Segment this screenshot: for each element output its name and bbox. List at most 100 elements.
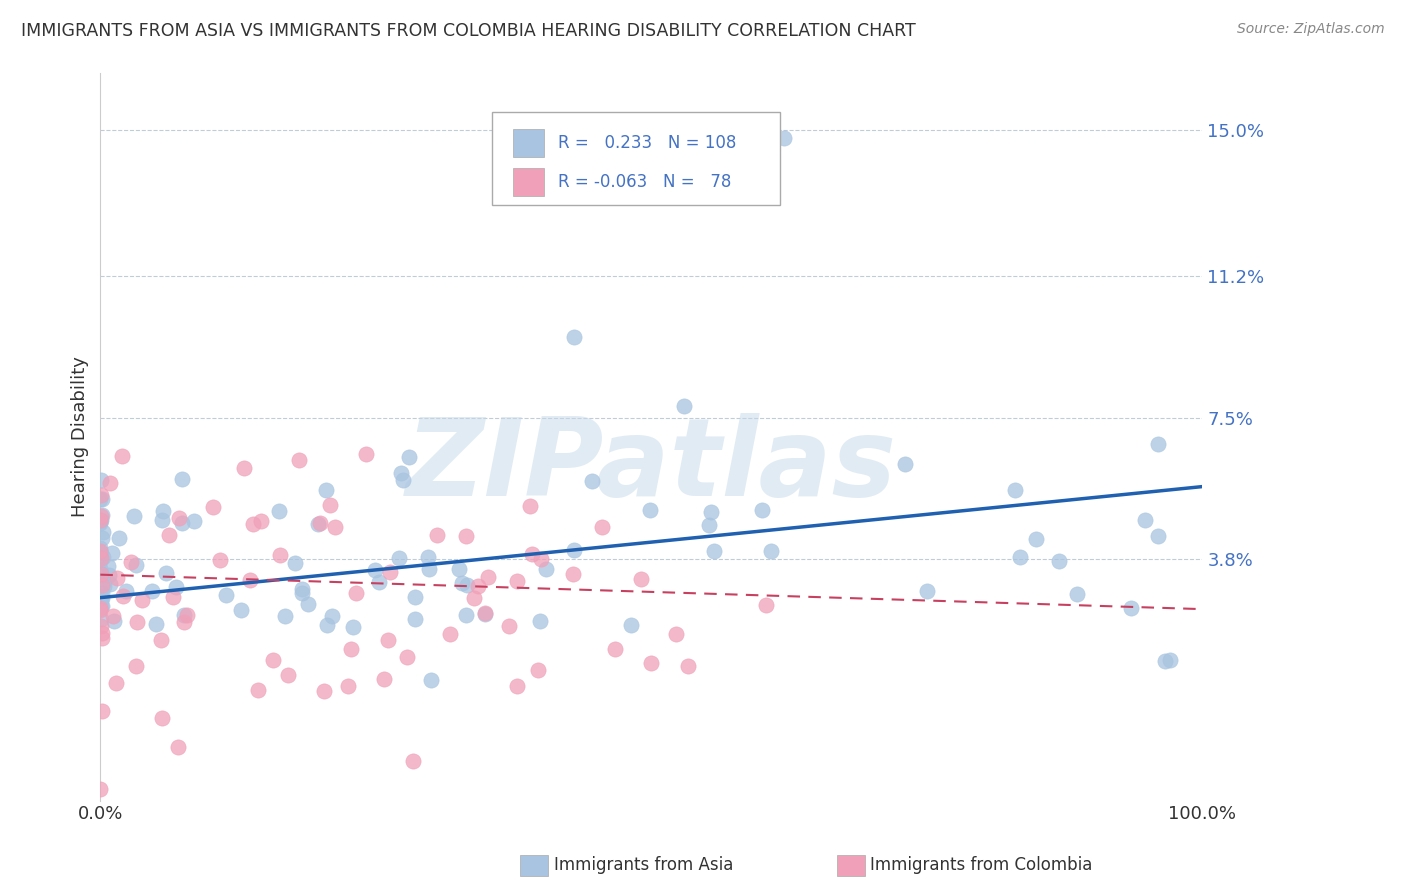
Point — [115, 584, 138, 599]
Point — [267, 504, 290, 518]
Point — [319, 498, 342, 512]
Point — [183, 515, 205, 529]
Point — [89, 514, 111, 528]
Point — [703, 544, 725, 558]
Point — [97, 558, 120, 573]
Point — [315, 483, 337, 497]
Point — [451, 576, 474, 591]
Point — [173, 615, 195, 629]
Point — [91, 591, 114, 606]
Point — [418, 562, 440, 576]
Point — [591, 520, 613, 534]
Point — [664, 627, 686, 641]
Point — [630, 573, 652, 587]
Point — [89, 554, 111, 568]
Point — [90, 704, 112, 718]
Point — [89, 603, 111, 617]
Point — [91, 549, 114, 564]
Point — [209, 553, 232, 567]
Point — [1008, 549, 1031, 564]
Point — [262, 653, 284, 667]
Point — [90, 492, 112, 507]
Point — [368, 575, 391, 590]
Point — [439, 627, 461, 641]
Point — [291, 586, 314, 600]
Point — [105, 571, 128, 585]
Point — [90, 512, 112, 526]
Point — [562, 543, 585, 558]
Point — [242, 516, 264, 531]
Point — [477, 570, 499, 584]
Point — [125, 615, 148, 629]
Text: R =   0.233   N = 108: R = 0.233 N = 108 — [558, 134, 737, 152]
Point — [519, 499, 541, 513]
Point — [101, 545, 124, 559]
Point — [98, 577, 121, 591]
Point — [167, 511, 190, 525]
Point — [751, 502, 773, 516]
Point — [90, 567, 112, 582]
Point — [90, 545, 112, 559]
Point — [426, 528, 449, 542]
Point — [155, 566, 177, 581]
Point — [101, 608, 124, 623]
Point — [527, 664, 550, 678]
Point — [894, 457, 917, 471]
Point — [342, 620, 364, 634]
Point — [454, 607, 477, 622]
Point — [456, 578, 478, 592]
Point — [915, 583, 938, 598]
Point — [605, 642, 627, 657]
Text: Immigrants from Asia: Immigrants from Asia — [554, 856, 734, 874]
Point — [640, 503, 662, 517]
Point — [103, 614, 125, 628]
Point — [89, 513, 111, 527]
Point — [89, 509, 111, 524]
Point — [89, 782, 111, 797]
Point — [215, 588, 238, 602]
Point — [91, 532, 114, 546]
Point — [277, 668, 299, 682]
Point — [1066, 587, 1088, 601]
Point — [467, 579, 489, 593]
Point — [314, 683, 336, 698]
Point — [699, 518, 721, 533]
Point — [640, 656, 662, 670]
Point — [755, 598, 778, 612]
Point — [89, 600, 111, 615]
Point — [620, 617, 643, 632]
Point — [162, 590, 184, 604]
Point — [93, 579, 115, 593]
Point — [90, 619, 112, 633]
Point — [297, 597, 319, 611]
Point — [1004, 483, 1026, 498]
Point — [90, 474, 112, 488]
Point — [402, 754, 425, 768]
Point — [398, 450, 420, 465]
Point — [231, 603, 253, 617]
Point — [1154, 654, 1177, 668]
Point — [125, 558, 148, 573]
Point — [562, 330, 585, 344]
Point — [108, 531, 131, 545]
Point — [91, 578, 114, 592]
Point — [1159, 653, 1181, 667]
Point — [176, 608, 198, 623]
Point — [340, 642, 363, 657]
Point — [247, 682, 270, 697]
Point — [89, 516, 111, 530]
Point — [449, 562, 471, 576]
Point — [91, 585, 114, 599]
Point — [506, 574, 529, 588]
Point — [498, 619, 520, 633]
Point — [141, 583, 163, 598]
Point — [404, 612, 426, 626]
Point — [89, 562, 111, 576]
Point — [1133, 513, 1156, 527]
Point — [89, 544, 111, 558]
Point — [90, 599, 112, 613]
Point — [97, 568, 120, 582]
Point — [389, 466, 412, 480]
Point — [170, 471, 193, 485]
Point — [165, 580, 187, 594]
